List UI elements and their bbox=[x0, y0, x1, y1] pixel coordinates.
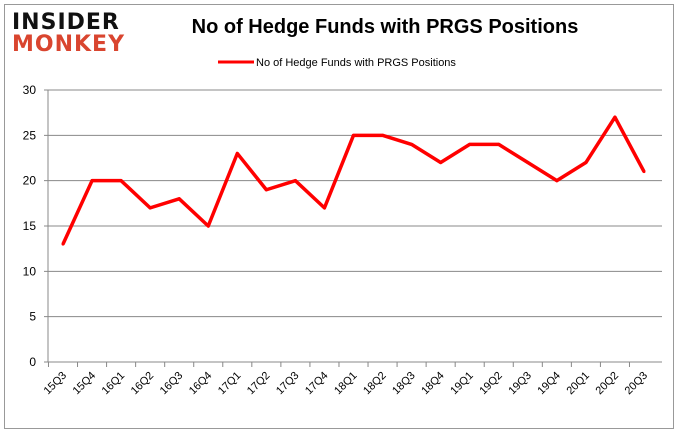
x-tick-label: 19Q1 bbox=[448, 370, 476, 398]
data-point bbox=[584, 161, 588, 165]
data-point bbox=[264, 188, 268, 192]
insider-monkey-logo: INSIDER MONKEY bbox=[12, 12, 125, 56]
x-tick-label: 19Q2 bbox=[477, 370, 505, 398]
x-tick-label: 20Q3 bbox=[623, 370, 651, 398]
x-tick-label: 17Q2 bbox=[245, 370, 273, 398]
y-tick-label: 25 bbox=[23, 128, 37, 142]
data-point bbox=[322, 206, 326, 210]
chart-title: No of Hedge Funds with PRGS Positions bbox=[191, 16, 579, 38]
x-tick-label: 16Q4 bbox=[187, 370, 215, 398]
data-point bbox=[61, 242, 65, 246]
data-point bbox=[439, 161, 443, 165]
x-tick-label: 17Q4 bbox=[303, 370, 331, 398]
x-tick-label: 17Q1 bbox=[216, 370, 244, 398]
x-tick-label: 19Q3 bbox=[506, 370, 534, 398]
x-tick-label: 18Q2 bbox=[361, 370, 389, 398]
data-point bbox=[410, 142, 414, 146]
x-tick-label: 19Q4 bbox=[535, 370, 563, 398]
logo-line1: INSIDER bbox=[12, 10, 120, 35]
x-tick-label: 16Q3 bbox=[158, 370, 186, 398]
x-tick-label: 18Q3 bbox=[390, 370, 418, 398]
y-tick-label: 10 bbox=[23, 264, 37, 278]
data-point bbox=[352, 133, 355, 137]
y-tick-label: 30 bbox=[23, 83, 37, 97]
x-tick-label: 20Q2 bbox=[594, 370, 622, 398]
logo-line2: MONKEY bbox=[12, 32, 126, 57]
y-tick-label: 0 bbox=[29, 355, 36, 369]
x-tick-label: 15Q3 bbox=[42, 370, 70, 398]
x-tick-label: 16Q1 bbox=[100, 370, 128, 398]
data-point bbox=[206, 224, 210, 228]
y-tick-label: 20 bbox=[23, 174, 37, 188]
y-tick-label: 5 bbox=[29, 310, 36, 324]
data-point bbox=[381, 133, 385, 137]
data-point bbox=[148, 206, 152, 210]
data-point bbox=[497, 142, 501, 146]
data-point bbox=[119, 179, 123, 183]
data-point bbox=[555, 179, 559, 183]
data-point bbox=[468, 142, 472, 146]
data-point bbox=[235, 151, 239, 155]
y-tick-label: 15 bbox=[23, 219, 37, 233]
chart-frame bbox=[4, 4, 674, 429]
x-tick-label: 20Q1 bbox=[564, 370, 592, 398]
data-point bbox=[526, 161, 530, 165]
x-tick-label: 18Q1 bbox=[332, 370, 360, 398]
data-point bbox=[177, 197, 181, 201]
data-point bbox=[90, 179, 94, 183]
x-tick-label: 18Q4 bbox=[419, 370, 447, 398]
data-point bbox=[293, 179, 297, 183]
x-tick-label: 17Q3 bbox=[274, 370, 302, 398]
legend-label: No of Hedge Funds with PRGS Positions bbox=[256, 57, 456, 69]
data-point bbox=[642, 170, 646, 174]
x-tick-label: 15Q4 bbox=[71, 370, 99, 398]
x-tick-label: 16Q2 bbox=[129, 370, 157, 398]
data-point bbox=[613, 115, 617, 119]
